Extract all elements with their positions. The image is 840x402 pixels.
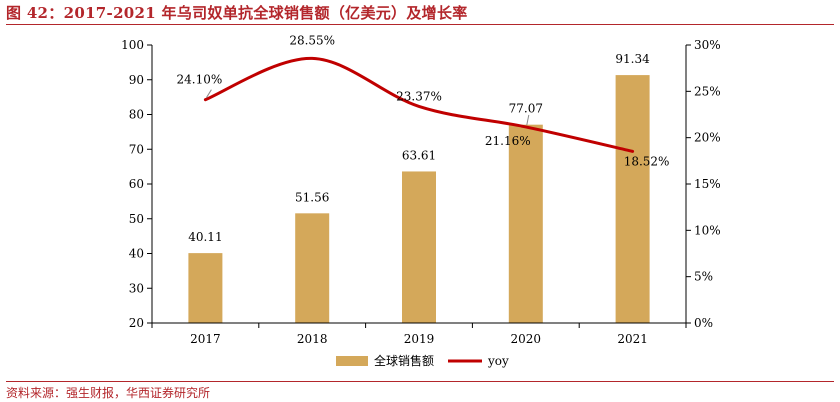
y-left-tick-label: 60 <box>129 177 144 191</box>
legend-line-label: yoy <box>487 354 509 368</box>
bar-data-label: 77.07 <box>509 102 543 116</box>
yoy-data-label: 24.10% <box>177 73 223 87</box>
y-right-tick-label: 30% <box>694 38 721 52</box>
axes-layer: 20 30 40 50 60 70 80 90 100 0% 5% 10% 15% 20% 25% 30% 20… <box>121 38 721 346</box>
line-layer <box>203 56 635 153</box>
bar-2019 <box>402 171 436 323</box>
y-left-tick-label: 40 <box>129 247 144 261</box>
yoy-data-label: 23.37% <box>396 89 442 103</box>
bar-2018 <box>295 213 330 323</box>
title-rule <box>6 24 834 25</box>
yoy-leader-line <box>205 89 212 98</box>
legend: 全球销售额 yoy <box>336 353 509 368</box>
y-left-tick-label: 90 <box>129 73 144 87</box>
labels-layer: 40.11 51.56 63.61 77.07 91.34 24.10% 28.55% 23.… <box>177 33 670 244</box>
x-tick-label: 2017 <box>190 332 221 346</box>
bar-data-label: 40.11 <box>188 230 222 244</box>
y-left-tick-label: 70 <box>129 142 144 156</box>
x-tick-label: 2019 <box>404 332 435 346</box>
source-rule <box>6 381 834 382</box>
y-right-tick-label: 10% <box>694 223 721 237</box>
legend-bar-label: 全球销售额 <box>374 353 434 368</box>
bar-data-label: 63.61 <box>402 148 436 162</box>
y-left-tick-label: 20 <box>129 316 144 330</box>
x-tick-label: 2021 <box>617 332 648 346</box>
bar-2020 <box>508 124 543 323</box>
yoy-line <box>203 56 635 153</box>
y-right-tick-label: 5% <box>694 270 713 284</box>
y-left-tick-label: 50 <box>129 212 144 226</box>
y-left-tick-label: 30 <box>129 281 144 295</box>
yoy-data-label: 21.16% <box>485 134 531 148</box>
y-right-tick-label: 15% <box>694 177 721 191</box>
bar-data-label: 51.56 <box>295 190 329 204</box>
bar-leader-line <box>526 114 530 126</box>
bar-2017 <box>188 253 223 323</box>
x-tick-label: 2018 <box>297 332 328 346</box>
y-right-tick-label: 20% <box>694 131 721 145</box>
source-note: 资料来源：强生财报，华西证券研究所 <box>6 386 211 400</box>
bar-data-label: 91.34 <box>615 52 650 66</box>
yoy-data-label: 28.55% <box>289 33 335 47</box>
bar-2021 <box>615 75 650 323</box>
y-left-tick-label: 80 <box>129 108 144 122</box>
legend-bar-swatch <box>336 356 368 366</box>
x-tick-label: 2020 <box>511 332 542 346</box>
y-right-tick-label: 25% <box>694 84 721 98</box>
y-right-tick-label: 0% <box>694 316 713 330</box>
y-left-tick-label: 100 <box>121 38 144 52</box>
bars-layer <box>188 75 650 323</box>
figure-title: 图 42：2017-2021 年乌司奴单抗全球销售额（亿美元）及增长率 <box>6 4 468 22</box>
yoy-data-label: 18.52% <box>624 154 670 168</box>
